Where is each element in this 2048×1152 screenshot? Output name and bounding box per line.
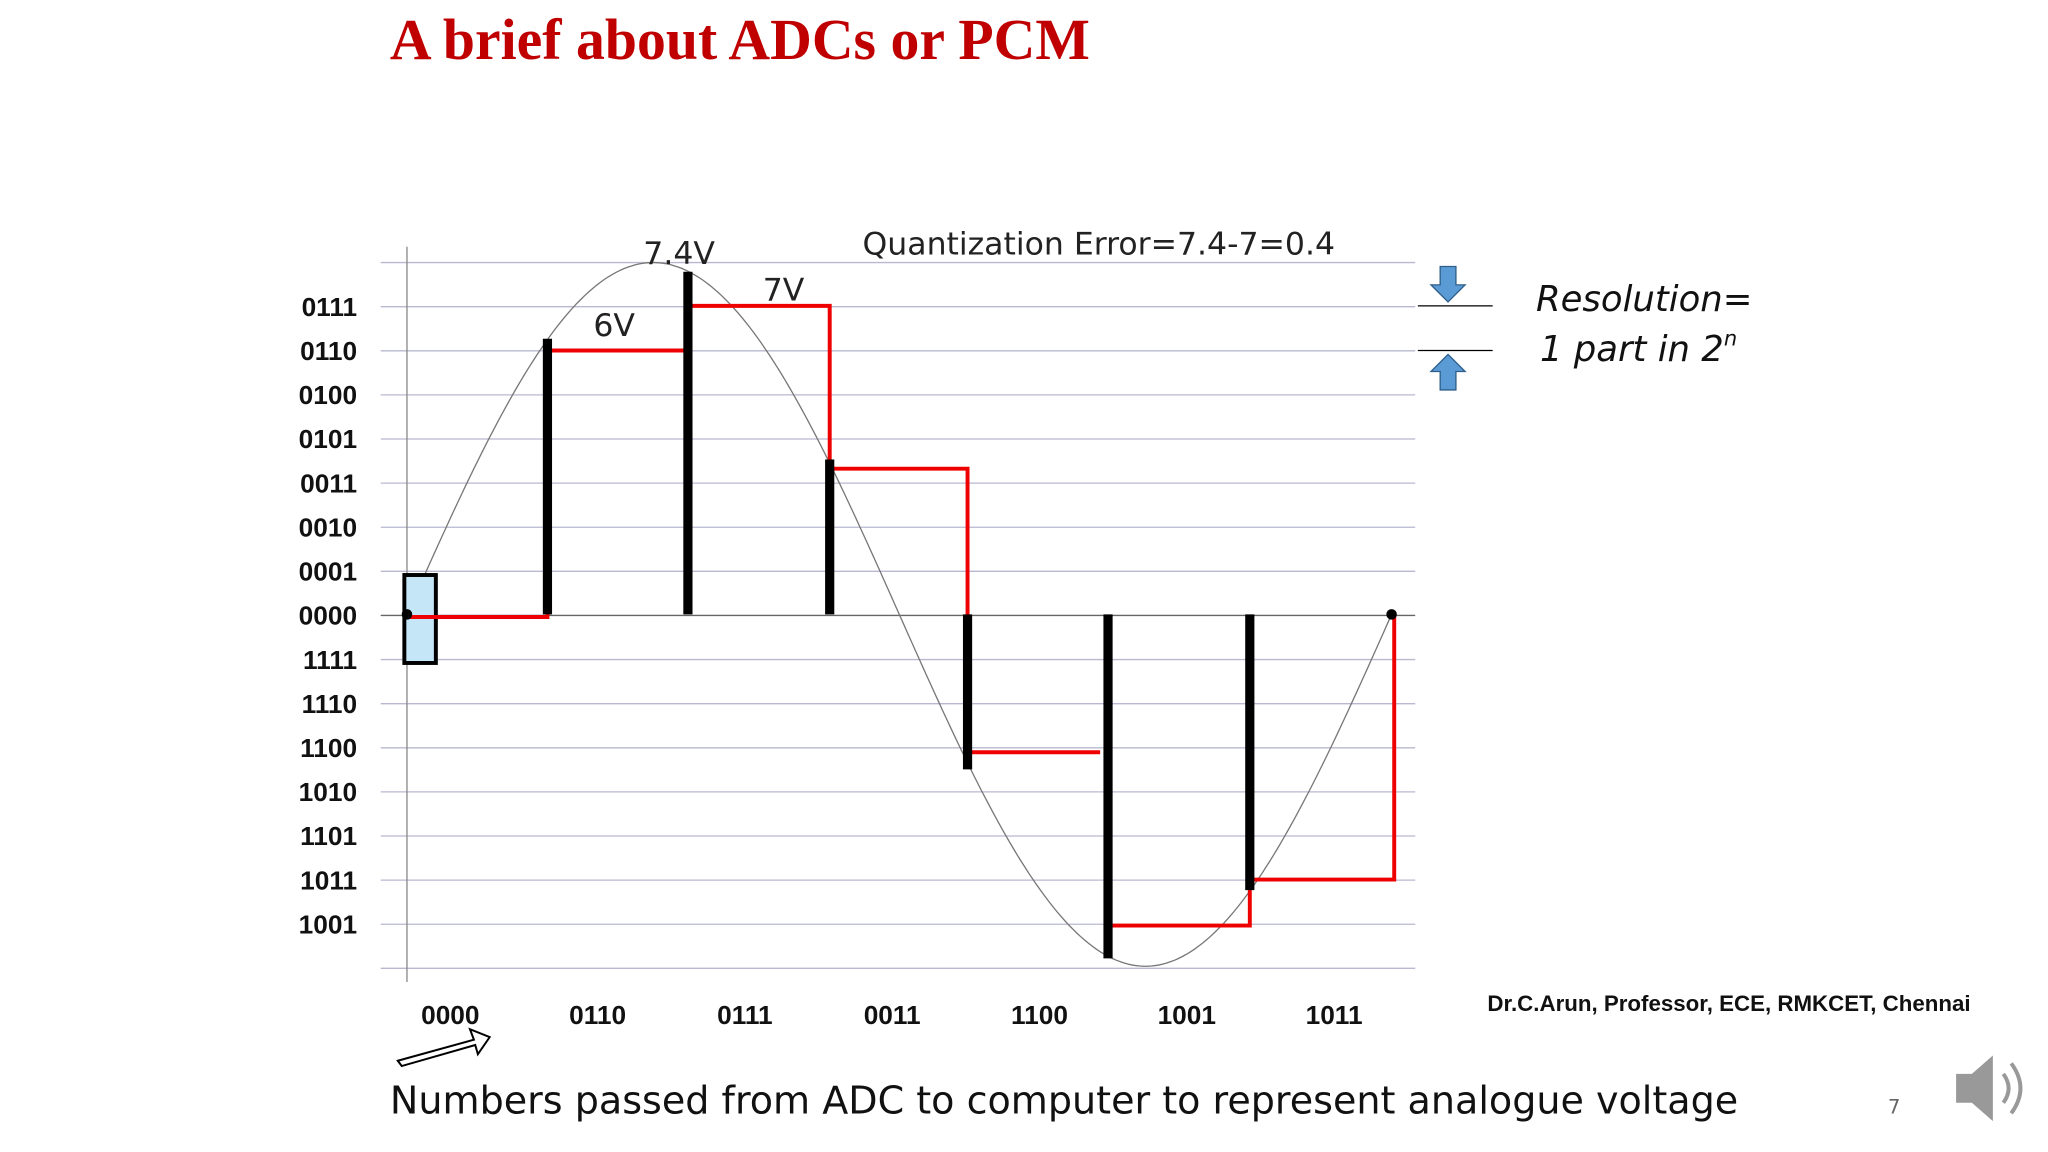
annotation: 7.4V <box>643 236 715 272</box>
y-label: 1111 <box>303 645 357 675</box>
x-label: 0011 <box>864 1000 921 1030</box>
dot <box>1386 609 1397 620</box>
resolution: 1 part in 2n <box>1540 326 1737 370</box>
y-label: 0011 <box>300 468 357 498</box>
speaker-icon <box>1956 1055 2023 1122</box>
x-label: 1011 <box>1306 1000 1363 1030</box>
y-label: 0010 <box>299 512 357 542</box>
hollow-arrow <box>396 1027 492 1068</box>
up-arrow <box>1429 353 1467 391</box>
y-label: 1010 <box>299 777 357 807</box>
y-label: 0101 <box>299 424 357 454</box>
x-label: 1100 <box>1011 1000 1068 1030</box>
samples <box>542 271 1255 959</box>
page-number: 7 <box>1888 1095 1901 1118</box>
x-label: 0110 <box>569 1000 626 1030</box>
y-label: 0111 <box>302 292 358 322</box>
annotation: 6V <box>593 308 635 344</box>
y-label: 1110 <box>302 689 358 719</box>
x-label: 0000 <box>421 1000 479 1030</box>
x-label: 1001 <box>1158 1000 1216 1030</box>
title: A brief about ADCs or PCM <box>390 9 1090 72</box>
y-label: 1101 <box>300 821 357 851</box>
y-label: 0001 <box>299 557 357 587</box>
resolution-text: 1 part in 2 <box>1540 329 1724 370</box>
resolution: Resolution= <box>1536 279 1752 320</box>
y-label: 0110 <box>300 336 357 366</box>
y-label: 0000 <box>299 601 357 631</box>
dot <box>401 609 413 620</box>
caption: Numbers passed from ADC to computer to r… <box>390 1078 1738 1122</box>
sine-wave <box>406 261 1393 967</box>
x-label: 0111 <box>717 1000 773 1030</box>
y-label: 0100 <box>299 380 357 410</box>
annotation: Quantization Error=7.4-7=0.4 <box>863 227 1336 263</box>
y-label: 1011 <box>300 865 357 895</box>
exponent: n <box>1724 326 1737 350</box>
annotation: 7V <box>763 273 805 309</box>
down-arrow <box>1429 265 1467 303</box>
y-label: 1001 <box>299 909 357 939</box>
credit: Dr.C.Arun, Professor, ECE, RMKCET, Chenn… <box>1487 991 1970 1016</box>
y-label: 1100 <box>300 733 357 763</box>
